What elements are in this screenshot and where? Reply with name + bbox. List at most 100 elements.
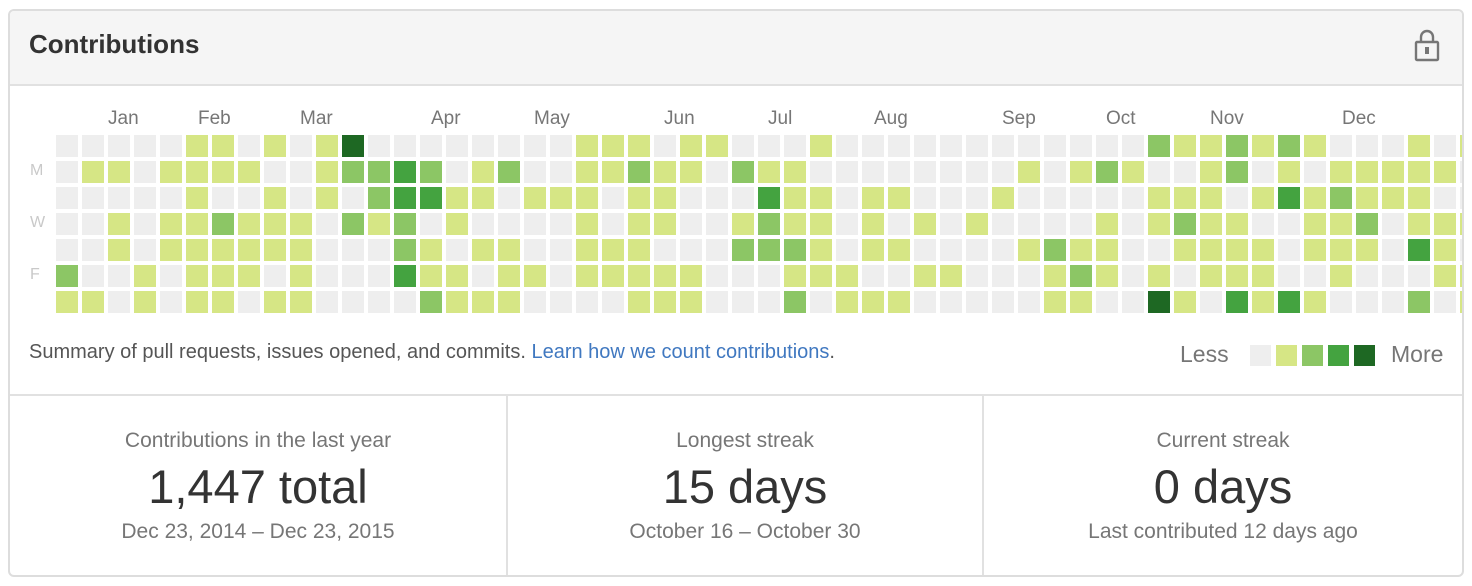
calendar-day-cell[interactable] xyxy=(1148,187,1170,209)
calendar-day-cell[interactable] xyxy=(706,135,728,157)
calendar-day-cell[interactable] xyxy=(732,265,754,287)
calendar-day-cell[interactable] xyxy=(914,265,936,287)
calendar-day-cell[interactable] xyxy=(342,187,364,209)
calendar-day-cell[interactable] xyxy=(836,135,858,157)
calendar-day-cell[interactable] xyxy=(1408,265,1430,287)
calendar-day-cell[interactable] xyxy=(134,265,156,287)
calendar-day-cell[interactable] xyxy=(836,291,858,313)
calendar-day-cell[interactable] xyxy=(602,161,624,183)
calendar-day-cell[interactable] xyxy=(290,213,312,235)
calendar-day-cell[interactable] xyxy=(628,161,650,183)
calendar-day-cell[interactable] xyxy=(1096,187,1118,209)
calendar-day-cell[interactable] xyxy=(394,239,416,261)
calendar-day-cell[interactable] xyxy=(1174,213,1196,235)
calendar-day-cell[interactable] xyxy=(888,135,910,157)
calendar-day-cell[interactable] xyxy=(1070,291,1092,313)
calendar-day-cell[interactable] xyxy=(1304,265,1326,287)
calendar-day-cell[interactable] xyxy=(1226,239,1248,261)
calendar-day-cell[interactable] xyxy=(1356,265,1378,287)
calendar-day-cell[interactable] xyxy=(1044,239,1066,261)
calendar-day-cell[interactable] xyxy=(654,239,676,261)
calendar-day-cell[interactable] xyxy=(472,187,494,209)
calendar-day-cell[interactable] xyxy=(576,135,598,157)
calendar-day-cell[interactable] xyxy=(836,213,858,235)
calendar-day-cell[interactable] xyxy=(1096,161,1118,183)
learn-contributions-link[interactable]: Learn how we count contributions xyxy=(531,341,830,363)
calendar-day-cell[interactable] xyxy=(1226,291,1248,313)
calendar-day-cell[interactable] xyxy=(446,187,468,209)
calendar-day-cell[interactable] xyxy=(1044,161,1066,183)
calendar-day-cell[interactable] xyxy=(602,213,624,235)
calendar-day-cell[interactable] xyxy=(1174,239,1196,261)
calendar-day-cell[interactable] xyxy=(290,239,312,261)
calendar-day-cell[interactable] xyxy=(602,187,624,209)
calendar-day-cell[interactable] xyxy=(368,291,390,313)
calendar-day-cell[interactable] xyxy=(1278,135,1300,157)
calendar-day-cell[interactable] xyxy=(758,135,780,157)
calendar-day-cell[interactable] xyxy=(394,187,416,209)
calendar-day-cell[interactable] xyxy=(1460,135,1462,157)
calendar-day-cell[interactable] xyxy=(888,265,910,287)
calendar-day-cell[interactable] xyxy=(1200,187,1222,209)
calendar-day-cell[interactable] xyxy=(472,213,494,235)
calendar-day-cell[interactable] xyxy=(1356,213,1378,235)
calendar-day-cell[interactable] xyxy=(56,265,78,287)
calendar-day-cell[interactable] xyxy=(836,265,858,287)
calendar-day-cell[interactable] xyxy=(134,213,156,235)
calendar-day-cell[interactable] xyxy=(472,239,494,261)
calendar-day-cell[interactable] xyxy=(82,213,104,235)
calendar-day-cell[interactable] xyxy=(732,161,754,183)
calendar-day-cell[interactable] xyxy=(862,187,884,209)
calendar-day-cell[interactable] xyxy=(940,265,962,287)
calendar-day-cell[interactable] xyxy=(1096,135,1118,157)
lock-icon[interactable] xyxy=(1414,28,1440,62)
calendar-day-cell[interactable] xyxy=(732,291,754,313)
calendar-day-cell[interactable] xyxy=(628,187,650,209)
calendar-day-cell[interactable] xyxy=(108,213,130,235)
calendar-day-cell[interactable] xyxy=(862,239,884,261)
calendar-day-cell[interactable] xyxy=(368,265,390,287)
calendar-day-cell[interactable] xyxy=(992,265,1014,287)
calendar-day-cell[interactable] xyxy=(966,239,988,261)
calendar-day-cell[interactable] xyxy=(56,213,78,235)
calendar-day-cell[interactable] xyxy=(1382,135,1404,157)
calendar-day-cell[interactable] xyxy=(1460,213,1462,235)
calendar-day-cell[interactable] xyxy=(680,213,702,235)
calendar-day-cell[interactable] xyxy=(316,161,338,183)
calendar-day-cell[interactable] xyxy=(524,291,546,313)
calendar-day-cell[interactable] xyxy=(1278,213,1300,235)
calendar-day-cell[interactable] xyxy=(914,135,936,157)
calendar-day-cell[interactable] xyxy=(238,291,260,313)
calendar-day-cell[interactable] xyxy=(342,239,364,261)
calendar-day-cell[interactable] xyxy=(368,161,390,183)
calendar-day-cell[interactable] xyxy=(108,187,130,209)
calendar-day-cell[interactable] xyxy=(1304,187,1326,209)
calendar-day-cell[interactable] xyxy=(1044,135,1066,157)
calendar-day-cell[interactable] xyxy=(186,135,208,157)
calendar-day-cell[interactable] xyxy=(1434,239,1456,261)
calendar-day-cell[interactable] xyxy=(784,265,806,287)
calendar-day-cell[interactable] xyxy=(602,291,624,313)
calendar-day-cell[interactable] xyxy=(1434,213,1456,235)
calendar-day-cell[interactable] xyxy=(576,213,598,235)
calendar-day-cell[interactable] xyxy=(420,291,442,313)
calendar-day-cell[interactable] xyxy=(1096,265,1118,287)
calendar-day-cell[interactable] xyxy=(1408,213,1430,235)
calendar-day-cell[interactable] xyxy=(186,213,208,235)
calendar-day-cell[interactable] xyxy=(992,213,1014,235)
calendar-day-cell[interactable] xyxy=(186,265,208,287)
calendar-day-cell[interactable] xyxy=(914,187,936,209)
calendar-day-cell[interactable] xyxy=(992,135,1014,157)
calendar-day-cell[interactable] xyxy=(82,291,104,313)
calendar-day-cell[interactable] xyxy=(1148,265,1170,287)
calendar-day-cell[interactable] xyxy=(1382,291,1404,313)
calendar-day-cell[interactable] xyxy=(1460,239,1462,261)
calendar-day-cell[interactable] xyxy=(1278,187,1300,209)
calendar-day-cell[interactable] xyxy=(1200,239,1222,261)
calendar-day-cell[interactable] xyxy=(368,135,390,157)
calendar-day-cell[interactable] xyxy=(394,213,416,235)
calendar-day-cell[interactable] xyxy=(1330,187,1352,209)
calendar-day-cell[interactable] xyxy=(576,239,598,261)
calendar-day-cell[interactable] xyxy=(1434,265,1456,287)
calendar-day-cell[interactable] xyxy=(1252,161,1274,183)
